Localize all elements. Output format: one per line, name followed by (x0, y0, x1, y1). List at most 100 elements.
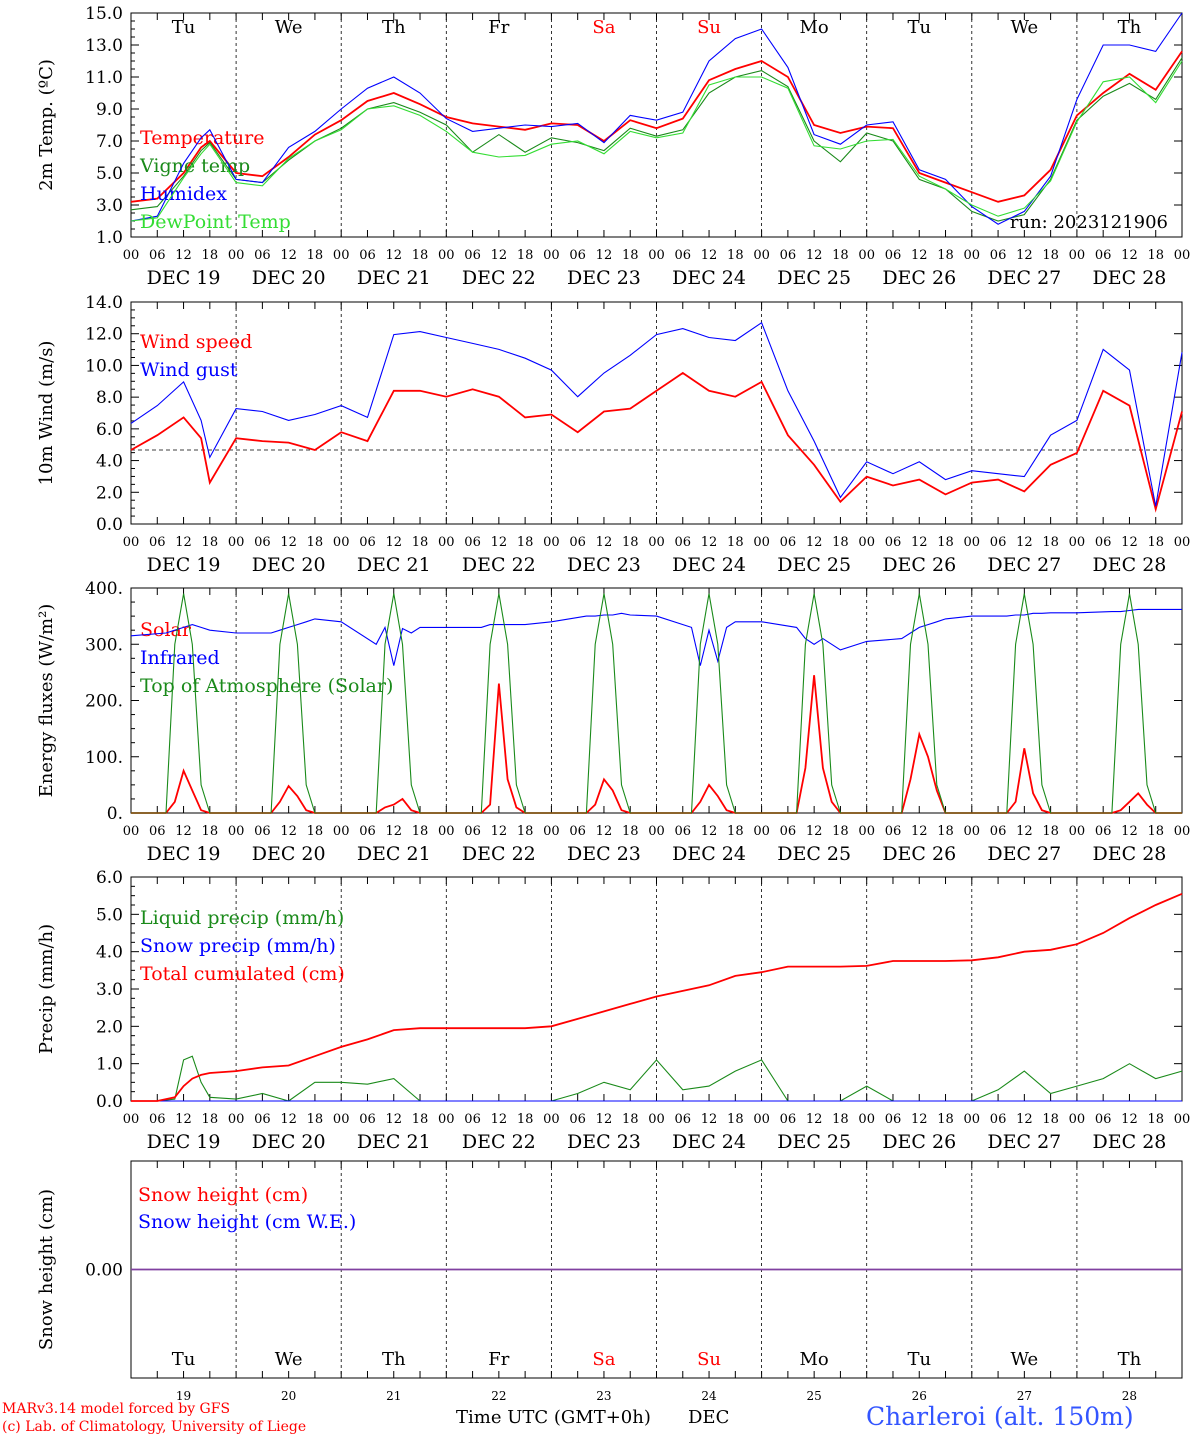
hour-tick-label: 06 (885, 535, 902, 550)
date-label: DEC 27 (987, 267, 1061, 289)
weekday-label: Tu (907, 1349, 931, 1370)
date-label: DEC 23 (567, 843, 641, 865)
hour-tick-label: 18 (622, 248, 639, 263)
weekday-label: Su (697, 1349, 721, 1370)
hour-tick-label: 12 (806, 248, 823, 263)
hour-tick-label: 00 (1069, 1112, 1086, 1127)
hour-tick-label: 06 (990, 535, 1007, 550)
hour-tick-label: 06 (464, 1112, 481, 1127)
hour-tick-label: 18 (622, 1112, 639, 1127)
y-tick-label: 100. (85, 748, 123, 768)
hour-tick-label: 06 (464, 535, 481, 550)
hour-tick-label: 00 (964, 1112, 981, 1127)
hour-tick-label: 18 (1147, 824, 1164, 839)
hour-tick-label: 06 (780, 535, 797, 550)
hour-tick-label: 18 (727, 1112, 744, 1127)
hour-tick-label: 06 (569, 535, 586, 550)
hour-tick-label: 12 (806, 1112, 823, 1127)
hour-tick-label: 00 (964, 535, 981, 550)
y-tick-label: 0. (107, 804, 123, 824)
hour-tick-label: 18 (517, 248, 534, 263)
weekday-label: Th (1118, 17, 1142, 38)
hour-tick-label: 18 (1147, 248, 1164, 263)
hour-tick-label: 12 (701, 824, 718, 839)
hour-tick-label: 00 (1174, 1112, 1191, 1127)
hour-tick-label: 00 (333, 535, 350, 550)
date-label: DEC 28 (1093, 843, 1167, 865)
hour-tick-label: 06 (569, 248, 586, 263)
y-tick-label: 3.0 (96, 980, 123, 1000)
weekday-label: Th (1118, 1349, 1142, 1370)
y-tick-label: 5.0 (96, 905, 123, 925)
hour-tick-label: 18 (202, 1112, 219, 1127)
hour-tick-label: 12 (175, 535, 192, 550)
hour-tick-label: 18 (937, 824, 954, 839)
y-tick-label: 2.0 (96, 1017, 123, 1037)
date-label: DEC 19 (147, 267, 221, 289)
hour-tick-label: 06 (885, 824, 902, 839)
hour-tick-label: 00 (648, 824, 665, 839)
hour-tick-label: 06 (675, 535, 692, 550)
hour-tick-label: 18 (517, 535, 534, 550)
hour-tick-label: 12 (701, 248, 718, 263)
y-tick-label: 0.00 (85, 1261, 123, 1281)
y-tick-label: 6.0 (96, 868, 123, 888)
date-label: DEC 27 (987, 843, 1061, 865)
legend-label: Temperature (140, 127, 264, 149)
hour-tick-label: 00 (123, 535, 140, 550)
y-tick-label: 8.0 (96, 388, 123, 408)
hour-tick-label: 18 (1042, 1112, 1059, 1127)
weekday-label: Fr (488, 17, 509, 38)
hour-tick-label: 12 (596, 248, 613, 263)
hour-tick-label: 18 (937, 248, 954, 263)
weekday-label: We (1011, 1349, 1039, 1370)
hour-tick-label: 00 (753, 248, 770, 263)
hour-tick-label: 12 (596, 1112, 613, 1127)
hour-tick-label: 06 (1095, 248, 1112, 263)
hour-tick-label: 18 (622, 535, 639, 550)
date-label: DEC 27 (987, 1131, 1061, 1153)
date-label: DEC 19 (147, 1131, 221, 1153)
hour-tick-label: 18 (622, 824, 639, 839)
weekday-label: We (1011, 17, 1039, 38)
hour-tick-label: 12 (385, 535, 402, 550)
month-label: DEC (688, 1407, 730, 1428)
hour-tick-label: 12 (911, 248, 928, 263)
hour-tick-label: 06 (359, 1112, 376, 1127)
date-label: DEC 25 (777, 1131, 851, 1153)
hour-tick-label: 00 (858, 1112, 875, 1127)
series-line-3 (131, 593, 1182, 814)
hour-tick-label: 06 (675, 824, 692, 839)
hour-tick-label: 06 (780, 1112, 797, 1127)
hour-tick-label: 18 (937, 1112, 954, 1127)
day-number-label: 22 (491, 1389, 506, 1403)
hour-tick-label: 06 (464, 824, 481, 839)
hour-tick-label: 06 (359, 824, 376, 839)
legend-label: Vigne temp (139, 155, 250, 177)
legend-label: Wind speed (140, 331, 252, 353)
hour-tick-label: 00 (333, 1112, 350, 1127)
date-label: DEC 19 (147, 554, 221, 576)
hour-tick-label: 00 (438, 248, 455, 263)
station-label: Charleroi (alt. 150m) (866, 1402, 1134, 1431)
hour-tick-label: 06 (990, 1112, 1007, 1127)
hour-tick-label: 12 (596, 824, 613, 839)
legend-label: Wind gust (140, 359, 238, 381)
date-label: DEC 27 (987, 554, 1061, 576)
hour-tick-label: 18 (727, 535, 744, 550)
hour-tick-label: 00 (858, 535, 875, 550)
y-tick-label: 1.0 (96, 228, 123, 248)
hour-tick-label: 12 (1016, 535, 1033, 550)
date-label: DEC 22 (462, 843, 536, 865)
series-line-4 (130, 60, 1183, 222)
hour-tick-label: 00 (753, 824, 770, 839)
hour-tick-label: 00 (1174, 535, 1191, 550)
series-line-2 (130, 321, 1183, 507)
weekday-label: Fr (488, 1349, 509, 1370)
weekday-label: We (275, 17, 303, 38)
hour-tick-label: 18 (1042, 248, 1059, 263)
hour-tick-label: 06 (675, 1112, 692, 1127)
weekday-label: Sa (592, 1349, 615, 1370)
hour-tick-label: 12 (1016, 1112, 1033, 1127)
